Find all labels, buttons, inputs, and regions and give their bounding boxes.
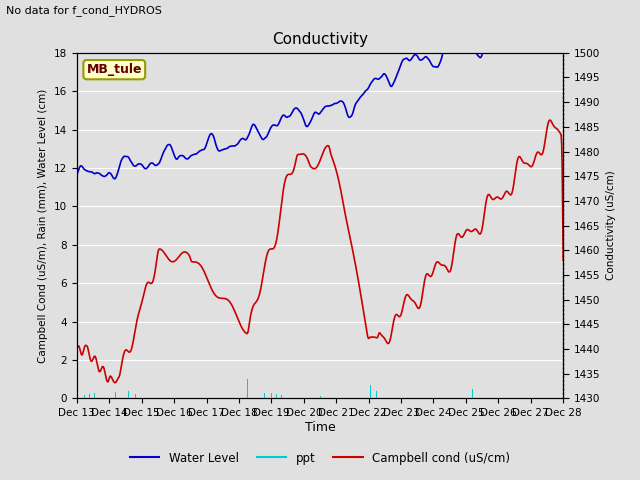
Y-axis label: Campbell Cond (uS/m), Rain (mm), Water Level (cm): Campbell Cond (uS/m), Rain (mm), Water L… <box>38 88 48 363</box>
Y-axis label: Conductivity (uS/cm): Conductivity (uS/cm) <box>605 171 616 280</box>
Text: MB_tule: MB_tule <box>86 63 142 76</box>
Text: No data for f_cond_HYDROS: No data for f_cond_HYDROS <box>6 5 163 16</box>
X-axis label: Time: Time <box>305 421 335 434</box>
Title: Conductivity: Conductivity <box>272 33 368 48</box>
Legend: Water Level, ppt, Campbell cond (uS/cm): Water Level, ppt, Campbell cond (uS/cm) <box>125 447 515 469</box>
